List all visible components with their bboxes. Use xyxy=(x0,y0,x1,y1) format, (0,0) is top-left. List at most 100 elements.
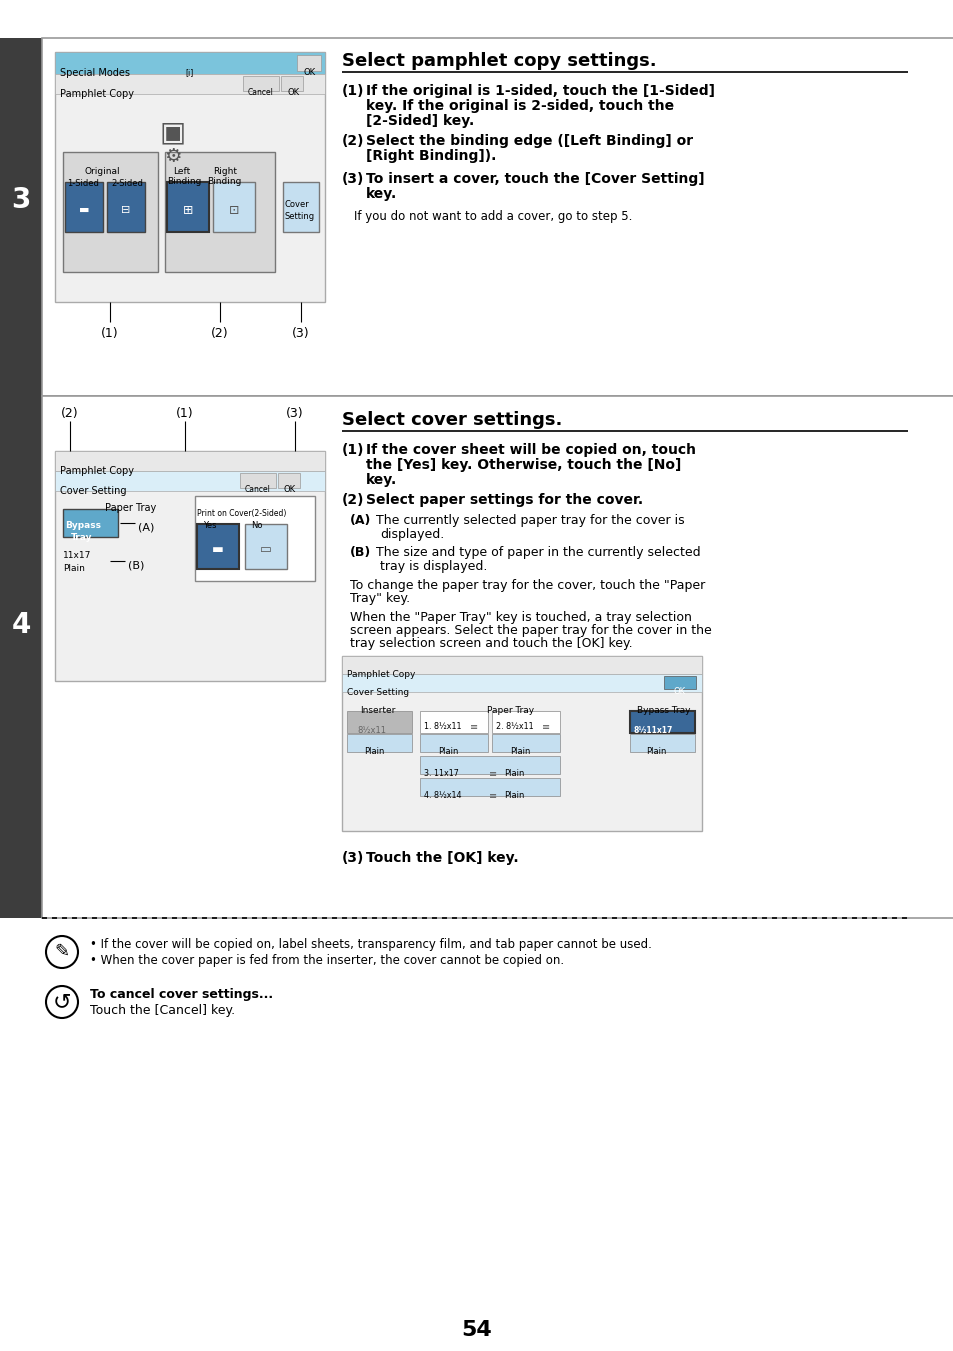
Bar xyxy=(245,524,287,569)
Text: (3): (3) xyxy=(341,172,364,186)
Bar xyxy=(419,757,559,774)
Text: To cancel cover settings...: To cancel cover settings... xyxy=(90,988,273,1001)
Bar xyxy=(347,734,412,753)
Bar xyxy=(492,734,559,753)
Text: When the "Paper Tray" key is touched, a tray selection: When the "Paper Tray" key is touched, a … xyxy=(350,611,691,624)
Text: (1): (1) xyxy=(176,408,193,420)
Text: ⊡: ⊡ xyxy=(229,204,239,216)
Text: (2): (2) xyxy=(61,408,79,420)
Text: If the original is 1-sided, touch the [1-Sided]: If the original is 1-sided, touch the [1… xyxy=(366,84,714,99)
Text: [i]: [i] xyxy=(185,68,193,77)
Text: ≡: ≡ xyxy=(470,721,477,732)
Text: Plain: Plain xyxy=(63,563,85,573)
Text: Pamphlet Copy: Pamphlet Copy xyxy=(60,89,133,99)
Text: Inserter: Inserter xyxy=(359,707,395,715)
Text: screen appears. Select the paper tray for the cover in the: screen appears. Select the paper tray fo… xyxy=(350,624,711,638)
Text: tray is displayed.: tray is displayed. xyxy=(379,561,487,573)
Bar xyxy=(165,153,274,272)
Text: Plain: Plain xyxy=(503,790,524,800)
Bar xyxy=(277,473,299,488)
Bar xyxy=(419,711,488,734)
Text: (3): (3) xyxy=(286,408,303,420)
Bar xyxy=(663,676,696,689)
Text: • If the cover will be copied on, label sheets, transparency film, and tab paper: • If the cover will be copied on, label … xyxy=(90,938,651,951)
Text: (3): (3) xyxy=(341,851,364,865)
Text: key.: key. xyxy=(366,186,396,201)
Bar xyxy=(42,396,953,917)
Text: Pamphlet Copy: Pamphlet Copy xyxy=(60,466,133,476)
Text: Tray" key.: Tray" key. xyxy=(350,592,410,605)
Text: (1): (1) xyxy=(341,84,364,99)
Bar xyxy=(55,51,325,74)
Text: ≡: ≡ xyxy=(489,769,497,780)
Text: 8½11x17: 8½11x17 xyxy=(634,725,673,735)
Bar xyxy=(194,496,314,581)
Bar xyxy=(63,509,118,536)
Text: 8½x11: 8½x11 xyxy=(356,725,386,735)
Text: OK: OK xyxy=(673,688,685,696)
Text: 1-Sided: 1-Sided xyxy=(67,178,99,188)
Text: OK: OK xyxy=(284,485,295,494)
Text: Setting: Setting xyxy=(285,212,314,222)
Text: Cancel: Cancel xyxy=(245,485,271,494)
Text: (A): (A) xyxy=(138,521,154,532)
Text: If the cover sheet will be copied on, touch: If the cover sheet will be copied on, to… xyxy=(366,443,696,457)
Text: Binding: Binding xyxy=(207,177,241,186)
Text: The size and type of paper in the currently selected: The size and type of paper in the curren… xyxy=(375,546,700,559)
Text: Paper Tray: Paper Tray xyxy=(105,503,156,513)
Text: ⚙: ⚙ xyxy=(164,147,182,166)
Text: key. If the original is 2-sided, touch the: key. If the original is 2-sided, touch t… xyxy=(366,99,674,113)
Bar xyxy=(283,182,318,232)
Text: Tray: Tray xyxy=(71,534,92,542)
Text: Left: Left xyxy=(172,168,190,176)
Text: Plain: Plain xyxy=(437,747,457,757)
Text: 4. 8½x14: 4. 8½x14 xyxy=(423,790,461,800)
Text: 2. 8½x11: 2. 8½x11 xyxy=(496,721,533,731)
Text: Select the binding edge ([Left Binding] or: Select the binding edge ([Left Binding] … xyxy=(366,134,693,149)
Text: Touch the [Cancel] key.: Touch the [Cancel] key. xyxy=(90,1004,234,1017)
Bar xyxy=(341,657,701,674)
Text: 2-Sided: 2-Sided xyxy=(111,178,143,188)
Bar xyxy=(55,74,325,95)
Bar xyxy=(196,524,239,569)
Text: [Right Binding]).: [Right Binding]). xyxy=(366,149,496,163)
Text: displayed.: displayed. xyxy=(379,528,444,540)
Text: (2): (2) xyxy=(341,493,364,507)
Bar xyxy=(341,674,701,692)
Bar xyxy=(0,38,42,917)
Text: 3. 11x17: 3. 11x17 xyxy=(423,769,458,778)
Bar xyxy=(55,51,325,303)
Bar xyxy=(55,471,325,490)
Text: (2): (2) xyxy=(341,134,364,149)
Text: OK: OK xyxy=(288,88,300,97)
Text: Original: Original xyxy=(85,168,120,176)
Text: ✎: ✎ xyxy=(54,943,70,961)
Text: (B): (B) xyxy=(128,561,144,570)
Text: 4: 4 xyxy=(11,611,30,639)
Bar xyxy=(63,153,158,272)
Text: (3): (3) xyxy=(292,327,310,340)
Text: Cover: Cover xyxy=(285,200,310,209)
Text: Cancel: Cancel xyxy=(248,88,274,97)
Text: tray selection screen and touch the [OK] key.: tray selection screen and touch the [OK]… xyxy=(350,638,632,650)
Text: Touch the [OK] key.: Touch the [OK] key. xyxy=(366,851,518,865)
Bar xyxy=(492,711,559,734)
Text: Yes: Yes xyxy=(203,521,216,530)
Text: Select paper settings for the cover.: Select paper settings for the cover. xyxy=(366,493,642,507)
Text: (A): (A) xyxy=(350,513,371,527)
Text: Cover Setting: Cover Setting xyxy=(347,688,409,697)
Text: Select pamphlet copy settings.: Select pamphlet copy settings. xyxy=(341,51,656,70)
Bar xyxy=(341,657,701,831)
Bar xyxy=(347,711,412,734)
Text: (2): (2) xyxy=(211,327,229,340)
Text: ▬: ▬ xyxy=(79,205,90,215)
Bar xyxy=(55,451,325,681)
Text: Bypass: Bypass xyxy=(65,521,101,530)
Text: 1. 8½x11: 1. 8½x11 xyxy=(423,721,461,731)
Text: (1): (1) xyxy=(101,327,119,340)
Bar xyxy=(629,734,695,753)
Text: To insert a cover, touch the [Cover Setting]: To insert a cover, touch the [Cover Sett… xyxy=(366,172,704,186)
Text: ⊞: ⊞ xyxy=(183,204,193,216)
Text: If you do not want to add a cover, go to step 5.: If you do not want to add a cover, go to… xyxy=(354,209,632,223)
Text: 3: 3 xyxy=(11,186,30,213)
